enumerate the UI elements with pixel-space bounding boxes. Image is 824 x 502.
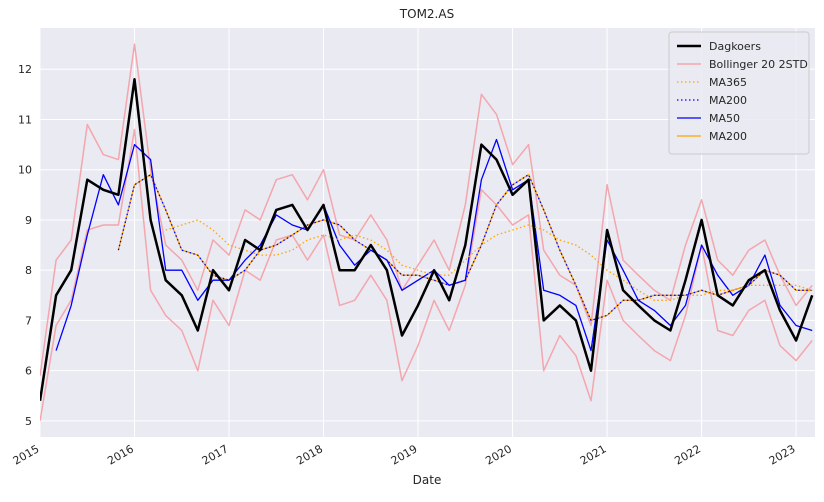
- legend-label: MA200: [709, 130, 747, 143]
- x-tick-label: 2015: [11, 442, 42, 467]
- x-tick-label: 2022: [672, 442, 703, 467]
- chart-title: TOM2.AS: [399, 7, 454, 21]
- x-tick-label: 2016: [105, 442, 136, 467]
- plot-lines: [40, 43, 814, 422]
- x-tick-label: 2023: [767, 442, 798, 467]
- y-tick-label: 11: [18, 113, 32, 126]
- y-tick-label: 9: [25, 214, 32, 227]
- y-tick-label: 7: [25, 314, 32, 327]
- y-tick-label: 10: [18, 164, 32, 177]
- legend-label: MA365: [709, 76, 747, 89]
- y-tick-label: 6: [25, 365, 32, 378]
- legend-label: Bollinger 20 2STD: [709, 58, 808, 71]
- legend-label: MA50: [709, 112, 740, 125]
- x-tick-label: 2020: [483, 442, 514, 467]
- y-tick-label: 8: [25, 264, 32, 277]
- series-line: [165, 219, 813, 301]
- series-line: [40, 78, 814, 401]
- x-axis-label: Date: [413, 473, 442, 487]
- x-tick-label: 2019: [389, 442, 420, 467]
- legend-label: MA200: [709, 94, 747, 107]
- x-tick-label: 2021: [578, 442, 609, 467]
- y-tick-label: 5: [25, 415, 32, 428]
- y-tick-label: 12: [18, 63, 32, 76]
- series-line: [40, 128, 813, 422]
- legend-box: [668, 31, 810, 155]
- series-line: [40, 43, 813, 376]
- x-tick-label: 2018: [294, 442, 325, 467]
- legend-label: Dagkoers: [709, 40, 761, 53]
- x-tick-label: 2017: [200, 442, 231, 467]
